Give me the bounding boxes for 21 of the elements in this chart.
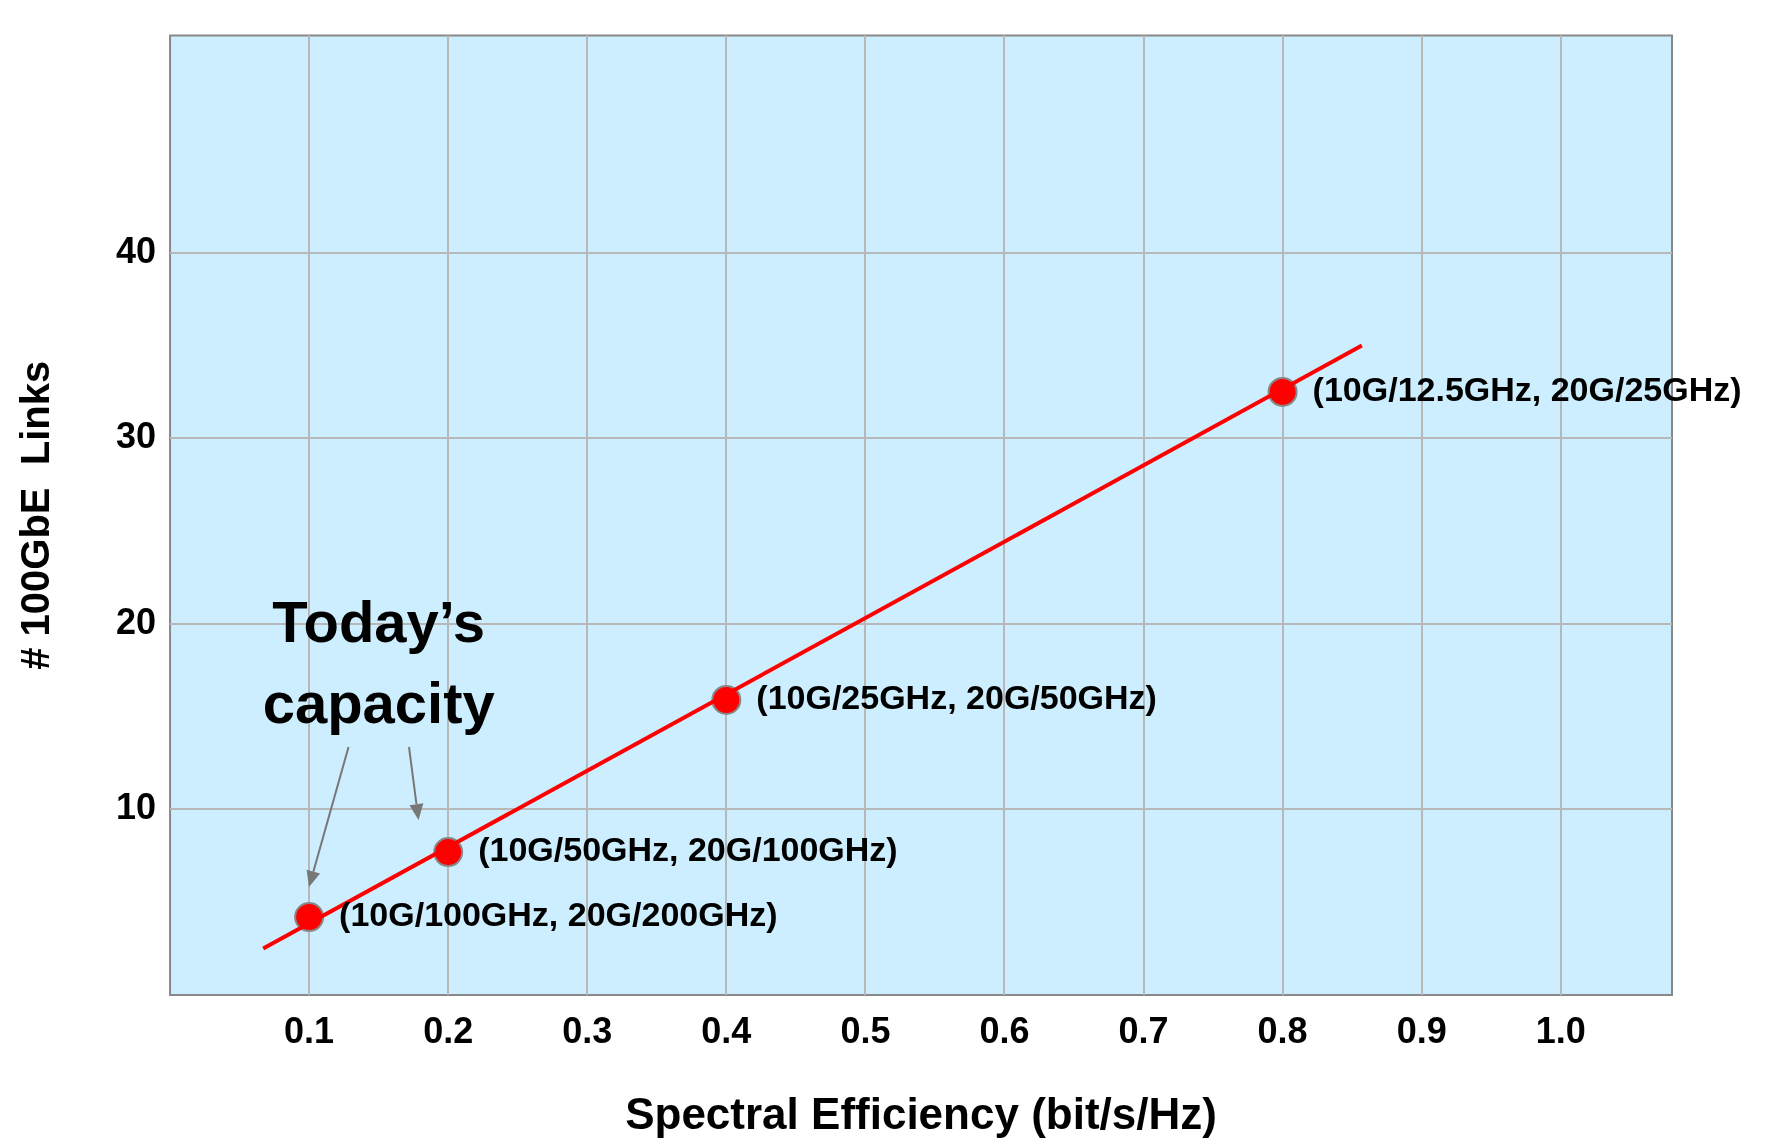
y-tick-label: 40 (116, 229, 157, 271)
x-tick-label: 0.5 (840, 1009, 891, 1051)
x-tick-label: 0.8 (1257, 1009, 1308, 1051)
y-tick-label: 30 (116, 415, 157, 457)
annotation: (10G/12.5GHz, 20G/25GHz) (1312, 370, 1742, 409)
annotation: (10G/25GHz, 20G/50GHz) (756, 678, 1157, 717)
annotation: (10G/100GHz, 20G/200GHz) (339, 895, 778, 934)
x-tick-label: 0.7 (1118, 1009, 1169, 1051)
annotation: (10G/50GHz, 20G/100GHz) (478, 830, 898, 869)
x-tick-label: 0.1 (284, 1009, 335, 1051)
y-tick-label: 10 (116, 786, 157, 828)
x-tick-label: 1.0 (1535, 1009, 1586, 1051)
x-tick-label: 0.9 (1396, 1009, 1447, 1051)
x-tick-label: 0.6 (979, 1009, 1030, 1051)
annotation: Today’s capacity (262, 588, 495, 738)
y-tick-label: 20 (116, 600, 157, 642)
x-tick-label: 0.2 (423, 1009, 474, 1051)
y-axis-title: # 100GbE Links (13, 360, 58, 670)
x-axis-title: Spectral Efficiency (bit/s/Hz) (625, 1088, 1217, 1138)
x-tick-label: 0.3 (562, 1009, 613, 1051)
x-tick-label: 0.4 (701, 1009, 752, 1051)
